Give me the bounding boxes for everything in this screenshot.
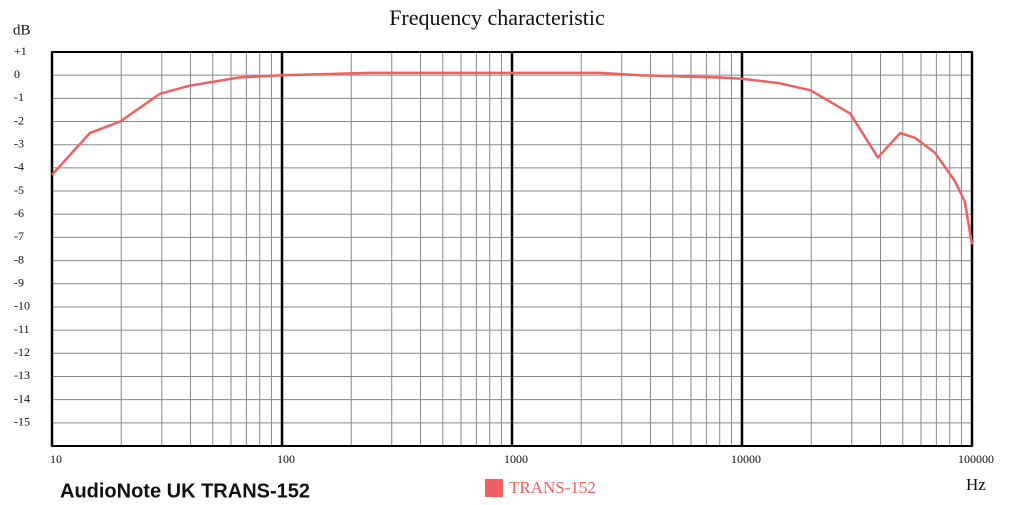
- chart-title: Frequency characteristic: [389, 5, 605, 30]
- x-tick-label: 100: [277, 452, 295, 466]
- y-tick-label: -1: [14, 90, 24, 104]
- y-tick-label: +1: [14, 44, 27, 58]
- legend-label: TRANS-152: [509, 478, 596, 497]
- x-axis-label: Hz: [966, 475, 986, 494]
- y-tick-label: -11: [14, 322, 30, 336]
- y-tick-label: -12: [14, 345, 30, 359]
- caption: AudioNote UK TRANS-152: [60, 480, 310, 502]
- legend-swatch: [485, 479, 503, 497]
- y-tick-label: -2: [14, 113, 24, 127]
- y-tick-label: -4: [14, 160, 24, 174]
- y-tick-label: -5: [14, 183, 24, 197]
- y-tick-label: -9: [14, 276, 24, 290]
- x-tick-label: 10000: [731, 452, 761, 466]
- x-tick-label: 10: [50, 452, 62, 466]
- y-tick-label: -3: [14, 136, 24, 150]
- y-tick-label: -6: [14, 206, 24, 220]
- y-tick-label: -15: [14, 415, 30, 429]
- y-tick-label: -8: [14, 252, 24, 266]
- x-tick-label: 1000: [504, 452, 528, 466]
- plot-border: [51, 51, 973, 447]
- y-tick-label: -7: [14, 229, 24, 243]
- data-line: [51, 71, 974, 245]
- y-tick-label: -10: [14, 299, 30, 313]
- y-tick-label: -14: [14, 391, 30, 405]
- y-tick-label: -13: [14, 368, 30, 382]
- y-axis-label: dB: [13, 22, 31, 38]
- x-tick-label: 100000: [958, 452, 994, 466]
- y-tick-label: 0: [14, 67, 20, 81]
